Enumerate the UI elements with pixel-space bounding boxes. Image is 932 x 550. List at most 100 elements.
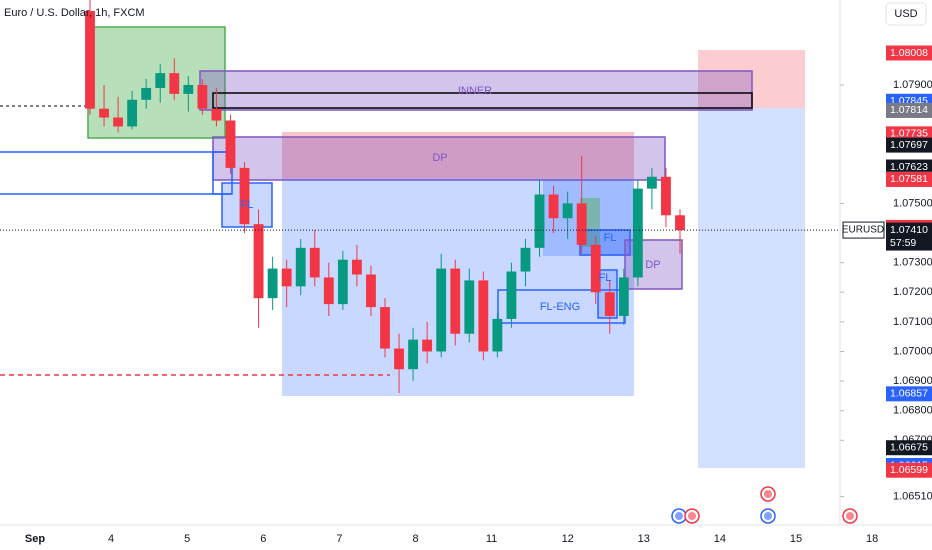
x-tick-label: Sep bbox=[25, 533, 45, 545]
candle-body bbox=[436, 268, 447, 352]
candle-body bbox=[618, 277, 629, 316]
candle-body bbox=[408, 339, 419, 370]
price-tag bbox=[886, 159, 932, 175]
chart-title: Euro / U.S. Dollar, 1h, FXCM bbox=[4, 7, 145, 19]
price-tag-label: 1.07697 bbox=[890, 139, 928, 151]
last-price-tag bbox=[886, 222, 932, 251]
x-tick-label: 18 bbox=[866, 533, 878, 545]
price-tag bbox=[886, 45, 932, 61]
price-tag bbox=[886, 102, 932, 118]
annotation-label: DP bbox=[432, 152, 447, 164]
candle-body bbox=[337, 259, 348, 305]
y-tick-label: 1.06800 bbox=[893, 405, 932, 417]
symbol-label: EURUSD bbox=[842, 225, 884, 236]
y-tick-label: 1.07100 bbox=[893, 316, 932, 328]
candle-body bbox=[464, 280, 475, 334]
last-price-label: 1.07410 bbox=[890, 224, 928, 236]
price-tag-label: 1.07735 bbox=[890, 128, 928, 140]
candle-body bbox=[380, 307, 390, 349]
symbol-tag bbox=[842, 221, 885, 239]
candle-body bbox=[351, 259, 362, 275]
candle-body bbox=[253, 224, 264, 299]
y-tick-label: 1.06510 bbox=[893, 490, 932, 502]
x-tick-label: 7 bbox=[336, 533, 342, 545]
candle-body bbox=[520, 247, 531, 272]
price-tag bbox=[886, 137, 932, 153]
candle-body bbox=[281, 268, 292, 287]
event-icon-inner bbox=[846, 512, 854, 520]
annotation-label: FL bbox=[604, 232, 617, 244]
price-tag-label: 1.07623 bbox=[890, 161, 928, 173]
annotation-label: FL bbox=[241, 199, 254, 211]
price-tag-label: 1.07581 bbox=[890, 173, 928, 185]
price-tag bbox=[886, 462, 932, 478]
candle-body bbox=[99, 108, 109, 118]
currency-button[interactable] bbox=[885, 2, 927, 26]
zone bbox=[282, 132, 634, 178]
x-tick-label: 8 bbox=[412, 533, 418, 545]
candle-body bbox=[141, 87, 152, 100]
candle-body bbox=[534, 194, 545, 248]
annotation-label: FL-ENG bbox=[540, 301, 580, 313]
candle-body bbox=[646, 176, 657, 189]
candle-body bbox=[422, 339, 433, 352]
candle-body bbox=[590, 244, 601, 293]
candle-body bbox=[394, 348, 404, 370]
zone bbox=[212, 136, 666, 181]
candle-body bbox=[576, 203, 587, 245]
annotation-label: DP bbox=[645, 259, 660, 271]
x-tick-label: 14 bbox=[714, 533, 726, 545]
currency[interactable]: USD bbox=[894, 8, 917, 20]
y-tick-label: 1.06900 bbox=[893, 375, 932, 387]
x-tick-label: 12 bbox=[562, 533, 574, 545]
y-tick-label: 1.07000 bbox=[893, 345, 932, 357]
x-tick-label: 13 bbox=[638, 533, 650, 545]
event-icon-inner bbox=[764, 512, 772, 520]
candle-body bbox=[548, 194, 559, 219]
overlay: INNER DP FL FL FL-ENG FL DP EURUSD 1.07900 1.0750… bbox=[0, 45, 932, 545]
price-tag-label: 1.06599 bbox=[890, 464, 928, 476]
candle-body bbox=[155, 73, 166, 88]
candle-body bbox=[127, 99, 138, 127]
candle-body bbox=[267, 268, 278, 299]
x-tick-label: 11 bbox=[486, 533, 497, 545]
annotation-label: INNER bbox=[458, 85, 492, 97]
price-tag-label: 1.08008 bbox=[890, 47, 928, 59]
y-tick-label: 1.07200 bbox=[893, 286, 932, 298]
x-tick-label: 4 bbox=[108, 533, 114, 545]
zone bbox=[698, 108, 805, 468]
candle-body bbox=[225, 120, 236, 168]
y-tick-label: 1.07300 bbox=[893, 257, 932, 269]
price-tag bbox=[886, 386, 932, 402]
price-tag-label: 1.06857 bbox=[890, 388, 928, 400]
annotation-label: FL bbox=[599, 272, 612, 284]
event-icon-inner bbox=[764, 490, 772, 498]
candle-body bbox=[506, 271, 517, 319]
candle-body bbox=[478, 280, 489, 352]
price-tag-label: 1.06675 bbox=[890, 441, 928, 453]
event-icon-inner bbox=[675, 512, 683, 520]
candle-body bbox=[604, 292, 615, 316]
price-tag bbox=[886, 440, 932, 456]
candles bbox=[85, 0, 685, 393]
candle-body bbox=[183, 84, 194, 94]
candle-body bbox=[450, 268, 461, 334]
candle-body bbox=[661, 176, 671, 216]
candle-body bbox=[632, 188, 643, 278]
candle-body bbox=[239, 167, 250, 225]
candle-body bbox=[675, 215, 685, 231]
price-tag bbox=[886, 126, 932, 142]
y-tick-label: 1.07900 bbox=[893, 79, 932, 91]
candle-body bbox=[113, 117, 124, 127]
candle-body bbox=[323, 277, 334, 305]
price-tag-label: 1.07814 bbox=[890, 104, 928, 116]
y-tick-label: 1.07500 bbox=[893, 197, 932, 209]
candle-body bbox=[366, 274, 376, 308]
zone bbox=[212, 92, 753, 109]
candle-body bbox=[492, 318, 503, 352]
candle-body bbox=[211, 108, 222, 121]
candle-body bbox=[197, 84, 208, 109]
x-tick-label: 15 bbox=[790, 533, 802, 545]
